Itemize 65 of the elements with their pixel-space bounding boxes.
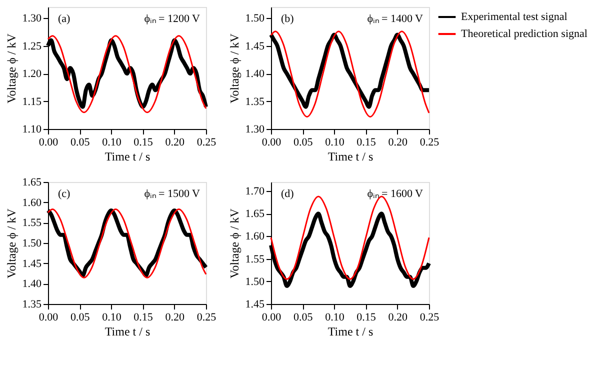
y-tick-label: 1.50 [22, 238, 42, 250]
y-tick-label: 1.45 [22, 258, 42, 270]
y-tick-label: 1.45 [245, 298, 265, 310]
y-tick-label: 1.15 [22, 96, 42, 108]
x-tick-label: 0.10 [325, 312, 345, 324]
y-tick-label: 1.60 [245, 230, 265, 243]
x-tick-label: 0.25 [420, 312, 440, 324]
x-tick-label: 0.15 [134, 136, 154, 148]
x-tick-label: 0.20 [165, 312, 186, 324]
y-tick-label: 1.30 [245, 124, 265, 136]
legend-label: Experimental test signal [461, 11, 568, 23]
y-tick-label: 1.55 [22, 217, 42, 230]
x-tick-label: 0.20 [165, 136, 186, 148]
legend-label: Theoretical prediction signal [461, 28, 588, 40]
y-axis-title: Voltage ϕ / kV [227, 33, 242, 104]
annotation: (b) [281, 13, 294, 25]
y-tick-label: 1.70 [245, 186, 265, 198]
y-tick-label: 1.40 [245, 68, 265, 80]
x-tick-label: 0.00 [262, 312, 282, 324]
y-tick-label: 1.45 [245, 40, 265, 52]
annotation: ϕᵢₙ = 1200 V [144, 13, 200, 25]
x-tick-label: 0.05 [70, 136, 90, 148]
y-tick-label: 1.30 [22, 12, 42, 25]
x-axis-title: Time t / s [104, 150, 150, 164]
y-tick-label: 1.10 [22, 124, 42, 136]
annotation: (c) [58, 188, 71, 200]
x-tick-label: 0.05 [293, 312, 314, 324]
y-tick-label: 1.55 [245, 253, 265, 266]
annotation: ϕᵢₙ = 1600 V [367, 188, 424, 200]
x-tick-label: 0.10 [102, 136, 122, 148]
x-tick-label: 0.00 [38, 312, 59, 324]
y-tick-label: 1.40 [22, 278, 42, 290]
x-axis-title: Time t / s [104, 324, 150, 338]
y-tick-label: 1.25 [22, 40, 42, 52]
annotation: (a) [58, 13, 71, 25]
x-tick-label: 0.05 [293, 136, 314, 148]
y-tick-label: 1.35 [245, 96, 265, 108]
x-tick-label: 0.05 [70, 312, 90, 324]
y-tick-label: 1.35 [22, 298, 42, 310]
x-axis-title: Time t / s [328, 150, 374, 164]
annotation: ϕᵢₙ = 1400 V [367, 13, 424, 25]
x-tick-label: 0.00 [262, 136, 282, 148]
y-axis-title: Voltage ϕ / kV [227, 208, 242, 278]
x-tick-label: 0.25 [196, 136, 217, 148]
y-tick-label: 1.65 [245, 208, 265, 220]
x-tick-label: 0.20 [388, 136, 408, 148]
y-tick-label: 1.50 [245, 276, 265, 288]
y-axis-title: Voltage ϕ / kV [4, 208, 18, 278]
x-tick-label: 0.15 [356, 312, 376, 324]
y-tick-label: 1.50 [245, 12, 265, 25]
y-tick-label: 1.60 [22, 196, 42, 209]
y-tick-label: 1.65 [22, 176, 42, 188]
x-tick-label: 0.15 [134, 312, 154, 324]
annotation: (d) [281, 188, 294, 200]
x-axis-title: Time t / s [328, 324, 374, 338]
annotation: ϕᵢₙ = 1500 V [144, 188, 200, 200]
y-axis-title: Voltage ϕ / kV [4, 33, 18, 104]
x-tick-label: 0.15 [356, 136, 376, 148]
x-tick-label: 0.00 [38, 136, 59, 148]
x-tick-label: 0.25 [420, 136, 440, 148]
y-tick-label: 1.20 [22, 68, 42, 80]
x-tick-label: 0.20 [388, 312, 408, 324]
x-tick-label: 0.10 [102, 312, 122, 324]
x-tick-label: 0.10 [325, 136, 345, 148]
x-tick-label: 0.25 [196, 312, 217, 324]
